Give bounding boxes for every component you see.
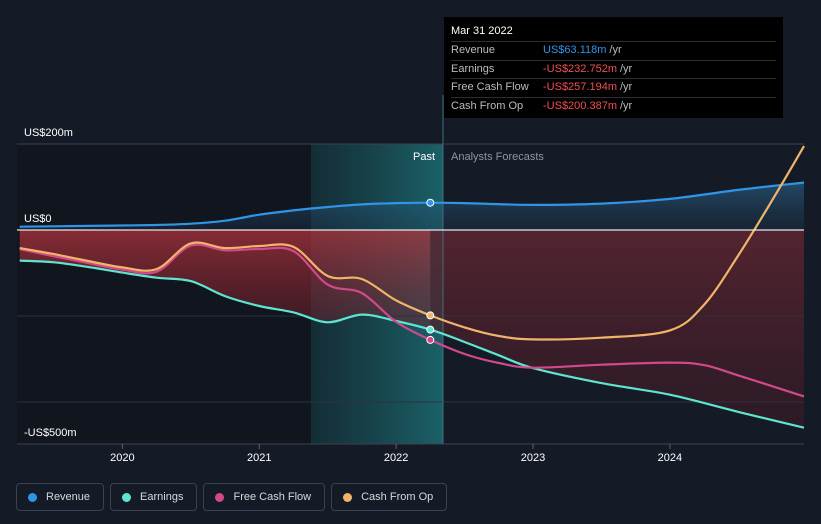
series-line-free-cash-flow — [19, 243, 805, 398]
tooltip-row-earnings: Earnings -US$232.752m/yr — [451, 59, 776, 79]
tooltip-label: Cash From Op — [451, 99, 524, 112]
legend-item-revenue[interactable]: Revenue — [16, 483, 105, 511]
marker-cash-from-op[interactable] — [426, 311, 435, 320]
series-line-cash-from-op — [19, 145, 805, 341]
y-tick-label-bottom: -US$500m — [24, 427, 77, 439]
tooltip-value: -US$257.194m — [543, 81, 617, 93]
tooltip-unit: /yr — [609, 44, 622, 56]
legend-item-cash-from-op[interactable]: Cash From Op — [331, 483, 448, 511]
series-line-revenue — [19, 181, 805, 228]
tooltip-value: -US$232.752m — [543, 62, 617, 75]
forecast-label: Analysts Forecasts — [451, 151, 544, 163]
legend-label: Cash From Op — [361, 491, 434, 503]
tooltip-value: -US$200.387m — [543, 99, 617, 112]
marker-free-cash-flow[interactable] — [426, 335, 435, 344]
marker-earnings[interactable] — [426, 325, 435, 334]
x-tick-label: 2021 — [247, 452, 271, 464]
past-label: Past — [413, 151, 435, 163]
legend-item-free-cash-flow[interactable]: Free Cash Flow — [203, 483, 326, 511]
series-markers — [426, 198, 435, 344]
revenue-dot-icon — [28, 492, 37, 502]
tooltip-row-cash-from-op: Cash From Op -US$200.387m/yr — [451, 96, 776, 116]
tooltip-label: Revenue — [451, 44, 496, 56]
tooltip-panel: Mar 31 2022 Revenue US$63.118m/yr Earnin… — [444, 17, 783, 118]
negative-area-past — [19, 229, 431, 330]
marker-revenue[interactable] — [426, 198, 435, 207]
x-tick-label: 2023 — [521, 452, 545, 464]
legend-label: Free Cash Flow — [233, 491, 312, 503]
x-tick-label: 2024 — [658, 452, 682, 464]
tooltip-row-revenue: Revenue US$63.118m/yr — [451, 41, 776, 60]
legend-item-earnings[interactable]: Earnings — [110, 483, 198, 511]
legend: Revenue Earnings Free Cash Flow Cash Fro… — [16, 483, 448, 511]
x-tick-label: 2022 — [384, 452, 408, 464]
tooltip-unit: /yr — [620, 99, 633, 112]
series-lines — [19, 145, 805, 429]
tooltip-value: US$63.118m — [543, 44, 607, 56]
tooltip-date: Mar 31 2022 — [451, 25, 513, 37]
free-cash-flow-dot-icon — [215, 492, 225, 502]
y-tick-label-top: US$200m — [24, 127, 73, 139]
legend-label: Earnings — [140, 491, 184, 503]
tooltip-label: Free Cash Flow — [451, 81, 529, 93]
x-axis-ticks: 2020 2021 2022 2023 2024 — [110, 444, 682, 464]
negative-area-forecast — [430, 229, 804, 428]
x-tick-label: 2020 — [110, 452, 134, 464]
tooltip-label: Earnings — [451, 62, 495, 75]
tooltip-unit: /yr — [620, 81, 633, 93]
series-line-earnings — [19, 259, 805, 429]
tooltip-row-free-cash-flow: Free Cash Flow -US$257.194m/yr — [451, 78, 776, 97]
legend-label: Revenue — [46, 491, 91, 503]
revenue-area — [19, 182, 804, 230]
y-tick-label-zero: US$0 — [24, 213, 52, 225]
earnings-dot-icon — [122, 492, 132, 502]
cash-from-op-dot-icon — [343, 492, 353, 502]
tooltip-unit: /yr — [620, 62, 633, 75]
